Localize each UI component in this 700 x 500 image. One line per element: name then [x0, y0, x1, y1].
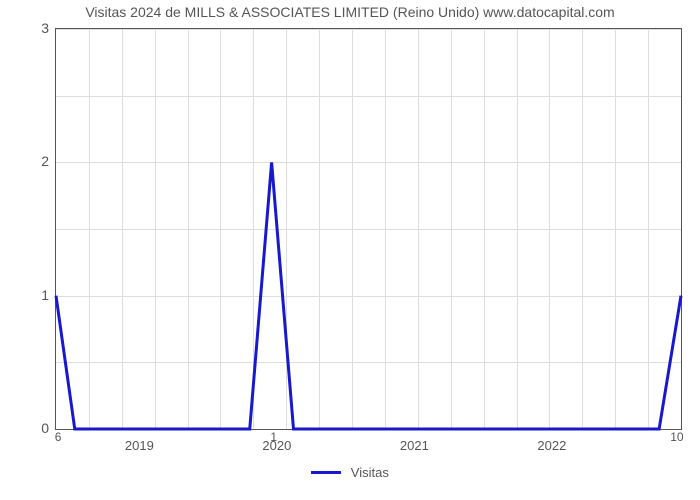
line-chart-svg [56, 29, 681, 429]
legend: Visitas [0, 464, 700, 480]
y-tick-label: 3 [19, 20, 49, 36]
data-point-label: 10 [665, 430, 689, 444]
data-point-label: 6 [46, 430, 70, 444]
x-tick-label: 2019 [109, 438, 169, 453]
data-point-label: 1 [262, 430, 286, 444]
x-tick-label: 2022 [522, 438, 582, 453]
plot-area [55, 28, 682, 430]
legend-label: Visitas [351, 465, 389, 480]
y-tick-label: 2 [19, 153, 49, 169]
y-tick-label: 1 [19, 287, 49, 303]
chart-container: { "chart": { "type": "line", "title": "V… [0, 0, 700, 500]
x-tick-label: 2021 [384, 438, 444, 453]
y-tick-label: 0 [19, 420, 49, 436]
series-line-visitas [56, 162, 681, 429]
chart-title: Visitas 2024 de MILLS & ASSOCIATES LIMIT… [0, 4, 700, 20]
legend-swatch [311, 471, 341, 474]
